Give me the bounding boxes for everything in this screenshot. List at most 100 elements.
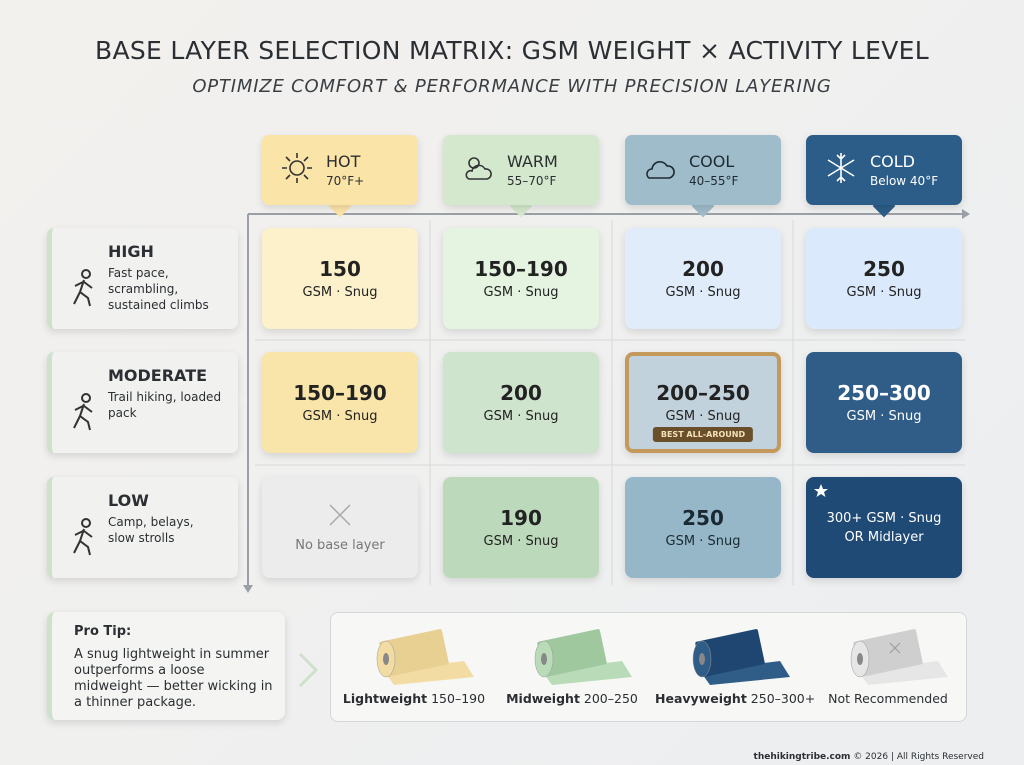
row-label: HIGH Fast pace, scrambling, sustained cli… — [47, 228, 238, 329]
tip-arrow — [298, 652, 319, 688]
icon — [66, 392, 100, 453]
row-name: MODERATE — [108, 366, 208, 385]
legend-range: 150–190 — [431, 691, 486, 706]
cell-detail: GSM · Snug — [665, 285, 741, 300]
cell-value: 150–190 — [474, 257, 568, 281]
column-name: HOT — [326, 152, 361, 171]
activity-icon — [73, 518, 93, 556]
matrix-cell: 200 GSM · Snug — [625, 228, 781, 329]
icon — [327, 502, 353, 532]
fabric-roll — [339, 621, 489, 691]
column-text: COOL 40–55°F — [689, 152, 738, 188]
matrix-cell: No base layer — [262, 477, 418, 578]
cell-detail: GSM · Snug — [665, 534, 741, 549]
cell-value: 250–300 — [837, 381, 931, 405]
cell-label: No base layer — [295, 538, 385, 553]
legend-range: 200–250 — [583, 691, 638, 706]
roll-icon — [376, 629, 474, 685]
cell-label: 300+ GSM · Snug — [826, 510, 942, 526]
matrix-cell: 190 GSM · Snug — [443, 477, 599, 578]
row-text: MODERATE Trail hiking, loaded pack — [108, 366, 224, 453]
matrix-cell: 150 GSM · Snug — [262, 228, 418, 329]
cell-value: 190 — [500, 506, 542, 530]
star-icon — [814, 484, 828, 497]
cell-detail: GSM · Snug — [846, 285, 922, 300]
footer-site: thehikingtribe.com — [753, 752, 851, 762]
roll-icon — [534, 629, 632, 685]
cell-value: 200 — [500, 381, 542, 405]
column-name: COLD — [870, 152, 915, 171]
icon — [824, 151, 858, 189]
matrix-cell: 250–300 GSM · Snug — [806, 352, 962, 453]
roll-icon — [850, 629, 948, 685]
icon — [643, 151, 677, 189]
column-text: COLD Below 40°F — [870, 152, 938, 188]
column-header: WARM 55–70°F — [443, 135, 599, 205]
legend-name: Not Recommended — [828, 691, 948, 706]
legend-item: Lightweight 150–190 — [339, 621, 489, 717]
legend-item: Not Recommended — [813, 621, 963, 717]
row-description: Camp, belays, slow strolls — [108, 515, 194, 545]
legend-name: Lightweight — [342, 691, 428, 706]
cell-value: 150 — [319, 257, 361, 281]
title: BASE LAYER SELECTION MATRIX: GSM WEIGHT … — [95, 36, 929, 65]
row-description: Trail hiking, loaded pack — [108, 390, 222, 420]
weather-icon — [646, 161, 675, 179]
matrix-cell: 300+ GSM · Snug OR Midlayer — [806, 477, 962, 578]
matrix-cell: 150–190 GSM · Snug — [443, 228, 599, 329]
matrix-cell: 200 GSM · Snug — [443, 352, 599, 453]
cell-note: OR Midlayer — [844, 529, 924, 545]
legend-text: Lightweight 150–190 — [339, 691, 489, 706]
icon — [280, 151, 314, 189]
fabric-roll — [655, 621, 805, 691]
column-text: WARM 55–70°F — [507, 152, 558, 188]
row-name: HIGH — [108, 242, 154, 261]
weather-icon — [282, 153, 312, 183]
cell-detail: GSM · Snug — [302, 285, 378, 300]
cell-value: 150–190 — [293, 381, 387, 405]
row-label: LOW Camp, belays, slow strolls — [47, 477, 238, 578]
legend-text: Midweight 200–250 — [497, 691, 647, 706]
cell-detail: GSM · Snug — [665, 409, 741, 424]
tip-text: A snug lightweight in summer outperforms… — [74, 647, 273, 710]
cell-value: 200–250 — [656, 381, 750, 405]
cell-value: 200 — [682, 257, 724, 281]
column-header: HOT 70°F+ — [262, 135, 418, 205]
row-name: LOW — [108, 491, 149, 510]
column-text: HOT 70°F+ — [326, 152, 364, 188]
tip-title: Pro Tip: — [74, 624, 132, 639]
row-text: HIGH Fast pace, scrambling, sustained cli… — [108, 242, 224, 329]
matrix-cell: 200–250 GSM · Snug BEST ALL-AROUND — [625, 352, 781, 453]
legend-item: Heavyweight 250–300+ — [655, 621, 815, 717]
cell-detail: GSM · Snug — [483, 409, 559, 424]
footer-notice: © 2026 | All Rights Reserved — [853, 752, 984, 762]
legend-item: Midweight 200–250 — [497, 621, 647, 717]
fabric-roll — [813, 621, 963, 691]
weather-icon — [465, 157, 492, 180]
legend-name: Heavyweight — [655, 691, 747, 706]
footer: thehikingtribe.com © 2026 | All Rights R… — [754, 752, 984, 762]
column-header: COOL 40–55°F — [625, 135, 781, 205]
legend: Lightweight 150–190 Midweight 200–250 Heav… — [330, 612, 967, 722]
icon — [814, 483, 828, 502]
column-name: WARM — [507, 152, 558, 171]
cell-badge: BEST ALL-AROUND — [652, 427, 754, 442]
matrix-cell: 250 GSM · Snug — [806, 228, 962, 329]
legend-text: Not Recommended — [813, 691, 963, 706]
cell-detail: GSM · Snug — [483, 534, 559, 549]
activity-icon — [73, 269, 93, 307]
fabric-roll — [497, 621, 647, 691]
cell-detail: GSM · Snug — [302, 409, 378, 424]
matrix-cell: 150–190 GSM · Snug — [262, 352, 418, 453]
subtitle: OPTIMIZE COMFORT & PERFORMANCE WITH PREC… — [192, 76, 832, 97]
row-description: Fast pace, scrambling, sustained climbs — [108, 266, 209, 312]
cell-value: 250 — [863, 257, 905, 281]
cell-detail: GSM · Snug — [846, 409, 922, 424]
cell-detail: GSM · Snug — [483, 285, 559, 300]
column-range: 55–70°F — [507, 174, 557, 188]
column-header: COLD Below 40°F — [806, 135, 962, 205]
roll-icon — [692, 629, 790, 685]
column-range: 40–55°F — [689, 174, 739, 188]
